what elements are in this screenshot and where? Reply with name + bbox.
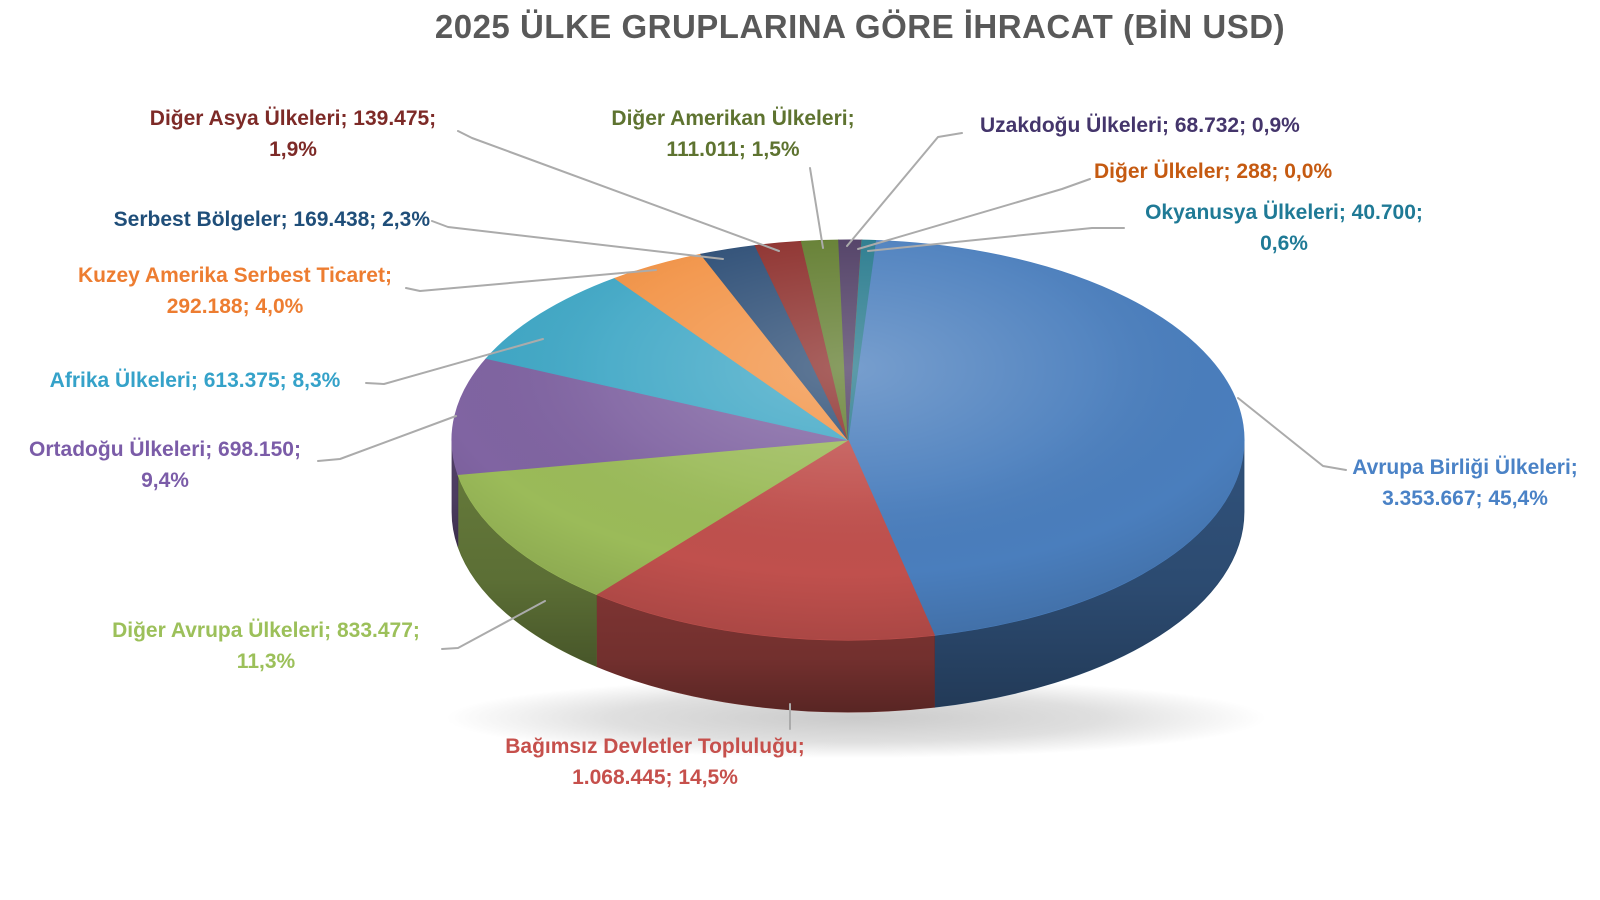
leader-line-uzakdogu-ulkeleri xyxy=(846,132,963,247)
leader-line-kuzey-amerika-serbest-ticaret xyxy=(405,269,657,292)
pie-label-line: 1.068.445; 14,5% xyxy=(572,766,738,789)
pie-label-line: 11,3% xyxy=(236,650,296,673)
pie-label-line: Diğer Avrupa Ülkeleri; 833.477; xyxy=(112,619,420,642)
pie-label-uzakdogu-ulkeleri: Uzakdoğu Ülkeleri; 68.732; 0,9% xyxy=(980,110,1340,141)
leader-line-ortadogu-ulkeleri xyxy=(317,415,457,462)
pie-label-afrika-ulkeleri: Afrika Ülkeleri; 613.375; 8,3% xyxy=(25,365,365,396)
pie-side-rims xyxy=(451,439,1245,713)
pie-gloss-overlay xyxy=(452,240,1244,640)
pie-label-bagimsiz-devletler-toplulugu: Bağımsız Devletler Topluluğu; 1.068.445; … xyxy=(455,731,855,793)
pie-label-line: Avrupa Birliği Ülkeleri; xyxy=(1352,456,1578,479)
pie-label-ortadogu-ulkeleri: Ortadoğu Ülkeleri; 698.150; 9,4% xyxy=(0,434,330,496)
pie-label-diger-ulkeler: Diğer Ülkeler; 288; 0,0% xyxy=(1094,156,1394,187)
pie-label-line: Serbest Bölgeler; 169.438; 2,3% xyxy=(113,208,430,231)
leader-line-avrupa-birligi-ulkeleri xyxy=(1237,397,1347,471)
pie-label-line: Uzakdoğu Ülkeleri; 68.732; 0,9% xyxy=(980,114,1300,137)
pie-label-diger-amerikan-ulkeleri: Diğer Amerikan Ülkeleri; 111.011; 1,5% xyxy=(582,103,884,165)
leader-line-diger-avrupa-ulkeleri xyxy=(441,600,546,650)
chart-title: 2025 ÜLKE GRUPLARINA GÖRE İHRACAT (BİN U… xyxy=(434,8,1286,45)
pie-label-line: Kuzey Amerika Serbest Ticaret; xyxy=(78,264,392,287)
pie-label-diger-avrupa-ulkeleri: Diğer Avrupa Ülkeleri; 833.477; 11,3% xyxy=(90,615,442,677)
pie-label-kuzey-amerika-serbest-ticaret: Kuzey Amerika Serbest Ticaret; 292.188; 4… xyxy=(60,260,410,322)
leader-line-diger-ulkeler xyxy=(857,178,1091,250)
pie-label-diger-asya-ulkeleri: Diğer Asya Ülkeleri; 139.475; 1,9% xyxy=(118,103,468,165)
leader-line-diger-amerikan-ulkeleri xyxy=(809,167,824,249)
pie-shadow xyxy=(446,678,1266,758)
pie-label-okyanusya-ulkeleri: Okyanusya Ülkeleri; 40.700; 0,6% xyxy=(1108,197,1460,259)
pie-label-line: 9,4% xyxy=(141,469,189,492)
pie-label-line: Okyanusya Ülkeleri; 40.700; xyxy=(1145,201,1423,224)
pie-label-line: 292.188; 4,0% xyxy=(166,295,304,318)
leader-line-diger-asya-ulkeleri xyxy=(457,130,780,252)
pie-label-line: Diğer Asya Ülkeleri; 139.475; xyxy=(149,107,437,130)
pie-label-line: Ortadoğu Ülkeleri; 698.150; xyxy=(29,438,301,461)
pie-label-line: Diğer Amerikan Ülkeleri; xyxy=(611,107,855,130)
pie-label-serbest-bolgeler: Serbest Bölgeler; 169.438; 2,3% xyxy=(58,204,430,235)
pie-label-line: 0,6% xyxy=(1260,232,1308,255)
pie-label-line: Bağımsız Devletler Topluluğu; xyxy=(505,735,805,758)
leader-line-afrika-ulkeleri xyxy=(365,338,544,385)
leader-lines xyxy=(317,130,1347,730)
pie-label-line: Afrika Ülkeleri; 613.375; 8,3% xyxy=(49,369,341,392)
pie-label-line: 3.353.667; 45,4% xyxy=(1382,487,1548,510)
pie-label-line: 111.011; 1,5% xyxy=(666,138,800,161)
pie-label-avrupa-birligi-ulkeleri: Avrupa Birliği Ülkeleri; 3.353.667; 45,4% xyxy=(1322,452,1600,514)
leader-line-serbest-bolgeler xyxy=(431,220,724,260)
pie-label-line: Diğer Ülkeler; 288; 0,0% xyxy=(1094,160,1333,183)
pie-label-line: 1,9% xyxy=(269,138,317,161)
leader-line-okyanusya-ulkeleri xyxy=(867,227,1125,252)
